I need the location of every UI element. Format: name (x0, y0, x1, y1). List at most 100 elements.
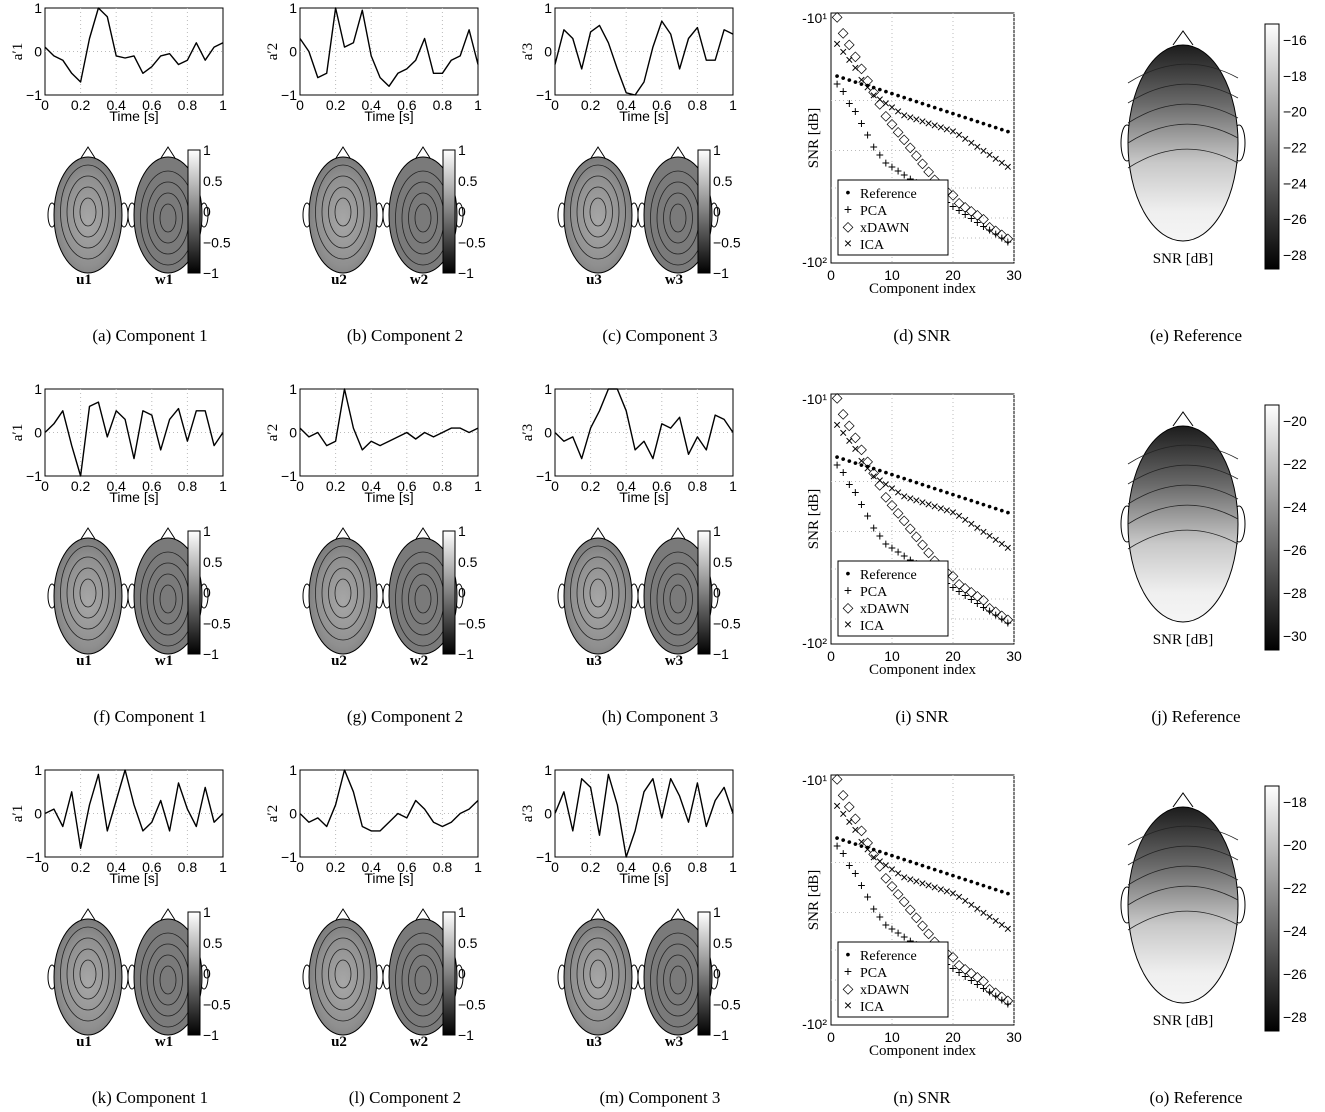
colorbar-tick-label: −22 (1283, 880, 1307, 896)
x-tick-label: 0.6 (652, 859, 672, 875)
snr-marker-ica: × (839, 44, 847, 60)
snr-marker-reference: • (963, 871, 968, 887)
contour-line (576, 175, 620, 249)
x-tick-label: 0 (827, 1029, 835, 1045)
x-axis-label: Time [s] (619, 489, 668, 505)
y-tick-label: 1 (34, 762, 42, 778)
x-tick-label: 20 (945, 267, 961, 283)
snr-marker-reference: • (987, 117, 992, 133)
contour-line (576, 556, 620, 630)
x-tick-label: 0.2 (71, 97, 91, 113)
snr-marker-xdawn: ◇ (868, 845, 879, 861)
y-tick-label: −1 (281, 468, 297, 484)
waveform-line (44, 769, 224, 849)
snr-marker-reference: • (908, 91, 913, 107)
snr-marker-xdawn: ◇ (874, 857, 885, 873)
colorbar-tick-label: −1 (713, 1027, 729, 1043)
snr-marker-reference: • (835, 448, 840, 464)
snr-marker-xdawn: ◇ (868, 83, 879, 99)
contour-line (1127, 63, 1239, 84)
legend-marker: + (844, 963, 852, 979)
contour-line (669, 584, 687, 614)
colorbar-tick-label: −0.5 (203, 996, 231, 1012)
snr-marker-xdawn: ◇ (972, 206, 983, 222)
snr-marker-xdawn: ◇ (838, 786, 849, 802)
y-tick-label: 1 (289, 0, 297, 16)
snr-marker-reference: • (847, 452, 852, 468)
legend-entry: Reference (860, 568, 917, 583)
x-tick-label: 0 (41, 859, 49, 875)
snr-marker-xdawn: ◇ (948, 186, 959, 202)
colorbar-tick-label: 1 (458, 523, 466, 539)
y-tick-label: 0 (34, 44, 42, 60)
snr-marker-reference: • (999, 502, 1004, 518)
nose (415, 908, 431, 921)
snr-marker-reference: • (975, 875, 980, 891)
snr-marker-reference: • (987, 879, 992, 895)
snr-marker-reference: • (926, 97, 931, 113)
snr-marker-ica: × (949, 504, 957, 520)
snr-marker-ica: × (998, 154, 1006, 170)
snr-marker-ica: × (882, 857, 890, 873)
legend-entry: PCA (860, 966, 888, 981)
scalp (563, 537, 633, 655)
snr-marker-reference: • (975, 113, 980, 129)
spatial-filter-head: w2 (382, 527, 464, 669)
legend-marker: • (846, 565, 851, 581)
contour-line (408, 192, 438, 244)
snr-marker-xdawn: ◇ (887, 115, 898, 131)
snr-marker-reference: • (981, 115, 986, 131)
x-tick-label: 1 (729, 97, 737, 113)
snr-marker-xdawn: ◇ (923, 162, 934, 178)
colorbar-tick-label: −20 (1283, 104, 1307, 120)
snr-marker-xdawn: ◇ (887, 496, 898, 512)
contour-line (60, 545, 116, 641)
snr-marker-reference: • (1005, 504, 1010, 520)
snr-marker-ica: × (931, 498, 939, 514)
colorbar-tick-label: −1 (458, 1027, 474, 1043)
head-label: w1 (155, 1034, 173, 1050)
legend-entry: xDAWN (860, 983, 909, 998)
snr-marker-ica: × (986, 147, 994, 163)
reference-label: SNR [dB] (1153, 632, 1213, 648)
subfigure-caption: (i) SNR (895, 707, 949, 726)
snr-marker-xdawn: ◇ (856, 59, 867, 75)
x-tick-label: 0.6 (142, 478, 162, 494)
spatial-pattern-head: u1 (47, 527, 129, 669)
y-tick-label: 0 (544, 425, 552, 441)
contour-line (73, 567, 103, 619)
contour-line (66, 556, 110, 630)
x-tick-label: 0.8 (688, 97, 708, 113)
snr-marker-ica: × (833, 36, 841, 52)
x-axis-label: Time [s] (109, 489, 158, 505)
snr-marker-reference: • (841, 450, 846, 466)
snr-marker-ica: × (906, 490, 914, 506)
snr-marker-xdawn: ◇ (966, 202, 977, 218)
spatial-filter-head: w3 (637, 146, 719, 288)
snr-marker-ica: × (967, 897, 975, 913)
legend-box (837, 179, 949, 256)
snr-marker-reference: • (883, 845, 888, 861)
contour-line (334, 578, 352, 608)
snr-marker-pca: + (882, 535, 890, 551)
y-tick-label: 0 (544, 44, 552, 60)
snr-marker-ica: × (833, 798, 841, 814)
snr-marker-xdawn: ◇ (996, 988, 1007, 1004)
snr-marker-pca: + (857, 496, 865, 512)
snr-marker-pca: + (955, 964, 963, 980)
colorbar (697, 911, 711, 1036)
snr-marker-reference: • (902, 470, 907, 486)
colorbar-tick-label: −20 (1283, 413, 1307, 429)
snr-marker-ica: × (937, 881, 945, 897)
snr-marker-ica: × (998, 535, 1006, 551)
subfigure-caption: (n) SNR (893, 1088, 951, 1107)
snr-marker-xdawn: ◇ (960, 960, 971, 976)
x-tick-label: 0.2 (581, 859, 601, 875)
snr-marker-ica: × (900, 488, 908, 504)
snr-marker-pca: + (864, 889, 872, 905)
subfigure-caption: (a) Component 1 (92, 326, 207, 345)
snr-marker-pca: + (967, 210, 975, 226)
